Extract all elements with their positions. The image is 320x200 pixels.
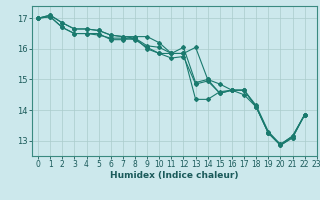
X-axis label: Humidex (Indice chaleur): Humidex (Indice chaleur) [110, 171, 239, 180]
